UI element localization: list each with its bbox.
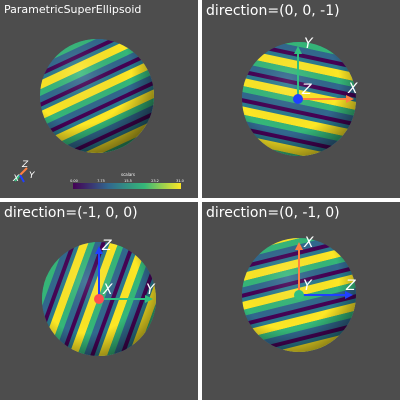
axis-label-z: Z — [345, 278, 356, 294]
axis-label-y: Y — [304, 36, 314, 52]
sphere-render: X Z Y — [242, 235, 356, 352]
axes-actor: Z Y X — [94, 238, 156, 304]
axis-label-z: Z — [101, 238, 112, 254]
axis-label-x: X — [303, 235, 314, 251]
scalar-bar-tick: 7.75 — [97, 179, 105, 183]
axis-label-z: Z — [301, 82, 312, 98]
sphere-render: X Y Z scalars 0.00 7.75 15.5 23 — [12, 39, 184, 189]
scalar-bar-tick: 15.5 — [124, 179, 132, 183]
axis-label-y: Y — [146, 282, 156, 298]
sphere-render: Y X Z — [242, 36, 358, 156]
axes-actor: Y X Z — [293, 36, 358, 104]
viewport-bottom-left[interactable]: Z Y X direction=(-1, 0, 0) — [0, 202, 198, 400]
viewport-bottom-right[interactable]: X Z Y direction=(0, -1, 0) — [202, 202, 400, 400]
scalar-bar: scalars 0.00 7.75 15.5 23.2 31.0 — [70, 172, 184, 189]
viewport-title: ParametricSuperEllipsoid — [4, 3, 142, 16]
axis-label-x: X — [347, 81, 358, 97]
orientation-y-label: Y — [29, 171, 36, 181]
scalar-bar-tick: 31.0 — [176, 179, 184, 183]
orientation-z-label: Z — [21, 160, 29, 170]
axis-label-x: X — [102, 282, 113, 298]
viewport-title: direction=(-1, 0, 0) — [4, 205, 138, 221]
orientation-x-label: X — [12, 174, 20, 184]
scalar-bar-tick: 0.00 — [70, 179, 78, 183]
viewport-top-left[interactable]: X Y Z scalars 0.00 7.75 15.5 23 — [0, 0, 198, 198]
scalar-bar-tick: 23.2 — [151, 179, 159, 183]
viewport-title: direction=(0, 0, -1) — [206, 3, 340, 19]
sphere-render: Z Y X — [42, 238, 156, 356]
viewport-top-right[interactable]: Y X Z direction=(0, 0, -1) — [202, 0, 400, 198]
axis-label-y: Y — [303, 278, 313, 294]
axes-actor: X Z Y — [294, 235, 356, 300]
viewport-title: direction=(0, -1, 0) — [206, 205, 340, 221]
orientation-widget[interactable]: X Y Z — [12, 160, 36, 184]
scalar-bar-title: scalars — [121, 172, 135, 177]
scalar-bar-gradient — [73, 183, 181, 189]
